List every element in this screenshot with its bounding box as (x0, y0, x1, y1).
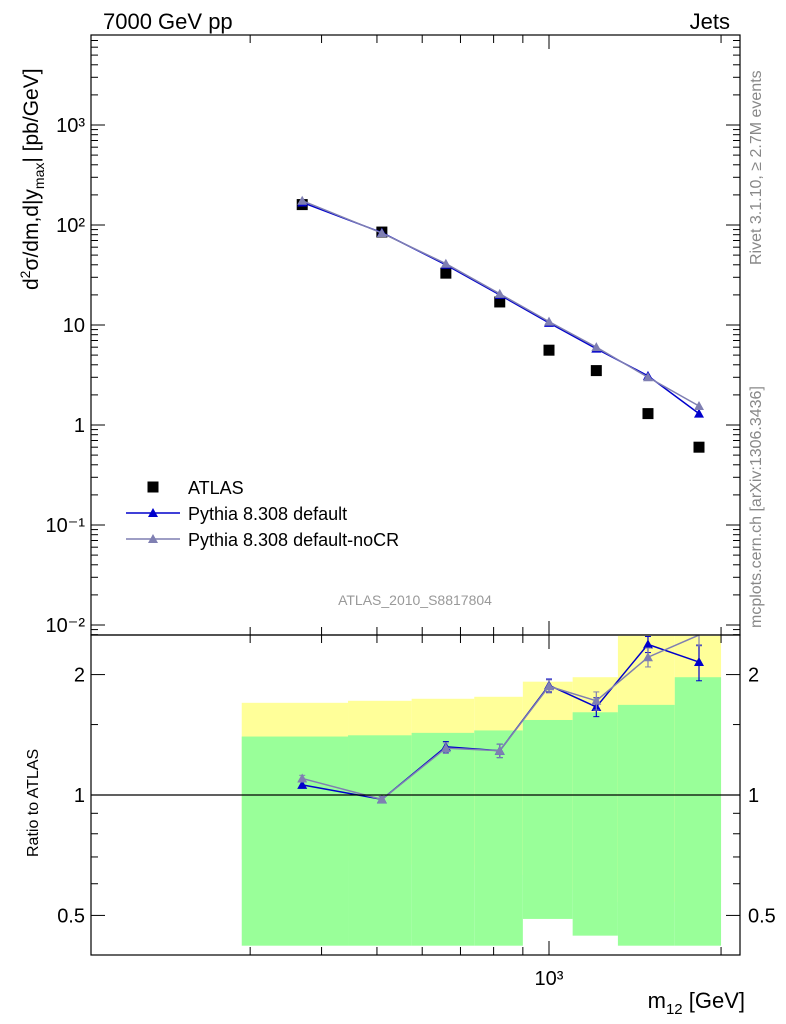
analysis-label: ATLAS_2010_S8817804 (338, 592, 492, 608)
series-marker-2 (694, 400, 704, 410)
ratio-marker-0 (642, 639, 653, 649)
atlas-data-point (494, 296, 506, 308)
ratio-y-tick-label: 2 (74, 665, 85, 687)
series-marker-2 (591, 342, 602, 352)
series-marker-2 (494, 288, 505, 298)
ratio-y-tick-label: 0.5 (57, 905, 85, 927)
atlas-data-point (440, 267, 452, 279)
ratio-y-tick-label-right: 0.5 (748, 905, 776, 927)
ratio-y-tick-label-right: 2 (748, 665, 759, 687)
ratio-marker-1 (544, 681, 554, 691)
ratio-bands (241, 635, 722, 946)
ratio-marker-1 (642, 652, 653, 662)
ratio-xlabel: m12 [GeV] (648, 988, 745, 1018)
ratio-ylabel: Ratio to ATLAS (25, 749, 42, 857)
legend-label: Pythia 8.308 default-noCR (188, 530, 399, 550)
legend: ATLAS Pythia 8.308 default Pythia 8.308 de… (126, 478, 399, 550)
series-marker-2 (544, 316, 554, 326)
band-green (617, 704, 675, 946)
side-text-top: Rivet 3.1.10, ≥ 2.7M events (748, 70, 765, 265)
main-ylabel: d2σ/dm,d|ymax| [pb/GeV] (17, 68, 47, 290)
main-series (296, 195, 705, 453)
side-text-bottom: mcplots.cern.ch [arXiv:1306.3436] (748, 386, 765, 628)
y-tick-label: 10⁻² (46, 615, 86, 637)
band-green (522, 719, 573, 919)
ratio-y-tick-label-right: 1 (748, 785, 759, 807)
series-marker-2 (440, 258, 451, 268)
legend-marker-atlas (147, 481, 159, 493)
legend-label: ATLAS (188, 478, 244, 498)
series-marker-2 (642, 372, 653, 382)
legend-marker (148, 508, 158, 517)
ratio-line-1 (302, 634, 700, 801)
band-green (241, 736, 349, 946)
y-tick-label: 10 (63, 315, 85, 337)
y-tick-label: 10³ (56, 115, 85, 137)
legend-label: Pythia 8.308 default (188, 504, 347, 524)
header-right: Jets (690, 9, 730, 34)
ratio-axes: 10³ 0.5 0.5 1 1 2 2 (57, 634, 776, 990)
ratio-series (297, 634, 704, 804)
series-marker-1 (694, 408, 704, 418)
ratio-marker-0 (297, 779, 308, 789)
ratio-marker-1 (591, 695, 602, 705)
legend-marker (148, 534, 158, 543)
y-tick-label: 10² (56, 215, 85, 237)
atlas-data-point (590, 365, 602, 377)
series-line-1 (301, 201, 700, 415)
band-green (674, 677, 722, 946)
band-green (474, 730, 523, 946)
y-tick-label: 10⁻¹ (46, 515, 86, 537)
ratio-marker-0 (694, 657, 704, 667)
series-line-2 (301, 200, 700, 407)
ratio-y-tick-label: 1 (74, 785, 85, 807)
ratio-marker-1 (440, 743, 451, 753)
series-marker-2 (376, 228, 387, 238)
atlas-data-point (543, 344, 555, 356)
series-marker-2 (297, 195, 308, 205)
band-green (348, 735, 412, 946)
ratio-marker-1 (494, 745, 505, 755)
band-green (572, 712, 618, 936)
y-tick-label: 1 (74, 415, 85, 437)
atlas-data-point (693, 441, 705, 453)
ratio-marker-1 (376, 794, 387, 804)
ratio-marker-1 (297, 773, 308, 783)
band-green (411, 732, 475, 946)
x-tick-label: 10³ (535, 968, 564, 990)
atlas-data-point (642, 408, 654, 420)
header-left: 7000 GeV pp (103, 9, 233, 34)
